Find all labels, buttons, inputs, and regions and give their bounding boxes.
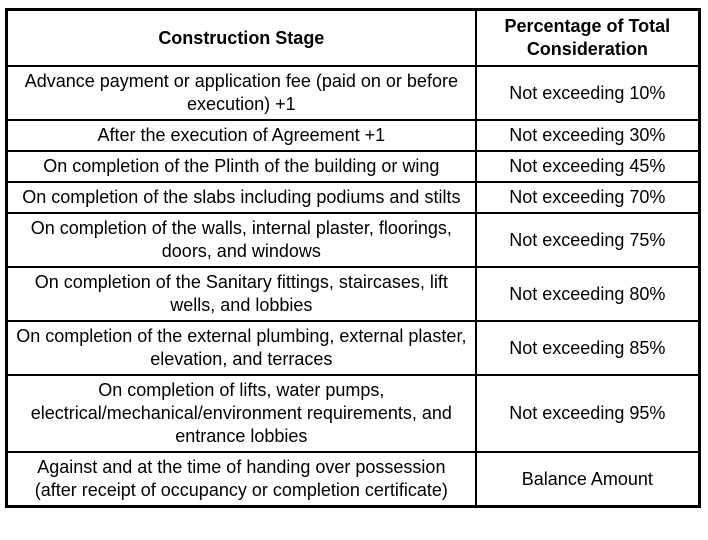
percentage-cell: Balance Amount bbox=[474, 451, 701, 508]
stage-cell: On completion of the slabs including pod… bbox=[5, 181, 477, 214]
table-row: On completion of the slabs including pod… bbox=[5, 181, 701, 214]
percentage-cell: Not exceeding 80% bbox=[474, 266, 701, 322]
header-row: Construction Stage Percentage of Total C… bbox=[5, 8, 701, 67]
stage-cell: On completion of lifts, water pumps, ele… bbox=[5, 374, 477, 453]
stage-cell: After the execution of Agreement +1 bbox=[5, 119, 477, 152]
stage-cell: Against and at the time of handing over … bbox=[5, 451, 477, 508]
table-row: On completion of the external plumbing, … bbox=[5, 320, 701, 376]
stage-cell: On completion of the external plumbing, … bbox=[5, 320, 477, 376]
table-row: On completion of the Plinth of the build… bbox=[5, 150, 701, 183]
table-row: Against and at the time of handing over … bbox=[5, 451, 701, 508]
percentage-cell: Not exceeding 85% bbox=[474, 320, 701, 376]
percentage-cell: Not exceeding 45% bbox=[474, 150, 701, 183]
stage-cell: On completion of the Sanitary fittings, … bbox=[5, 266, 477, 322]
stage-cell: On completion of the walls, internal pla… bbox=[5, 212, 477, 268]
percentage-cell: Not exceeding 10% bbox=[474, 65, 701, 121]
table-row: Advance payment or application fee (paid… bbox=[5, 65, 701, 121]
table-row: On completion of the walls, internal pla… bbox=[5, 212, 701, 268]
percentage-cell: Not exceeding 70% bbox=[474, 181, 701, 214]
column-header-construction-stage: Construction Stage bbox=[5, 8, 477, 67]
payment-schedule-table: Construction Stage Percentage of Total C… bbox=[5, 8, 701, 508]
stage-cell: Advance payment or application fee (paid… bbox=[5, 65, 477, 121]
stage-cell: On completion of the Plinth of the build… bbox=[5, 150, 477, 183]
column-header-percentage-of-total-consideration: Percentage of Total Consideration bbox=[474, 8, 701, 67]
percentage-cell: Not exceeding 30% bbox=[474, 119, 701, 152]
percentage-cell: Not exceeding 75% bbox=[474, 212, 701, 268]
table-row: On completion of lifts, water pumps, ele… bbox=[5, 374, 701, 453]
percentage-cell: Not exceeding 95% bbox=[474, 374, 701, 453]
table-row: On completion of the Sanitary fittings, … bbox=[5, 266, 701, 322]
table-row: After the execution of Agreement +1 Not … bbox=[5, 119, 701, 152]
